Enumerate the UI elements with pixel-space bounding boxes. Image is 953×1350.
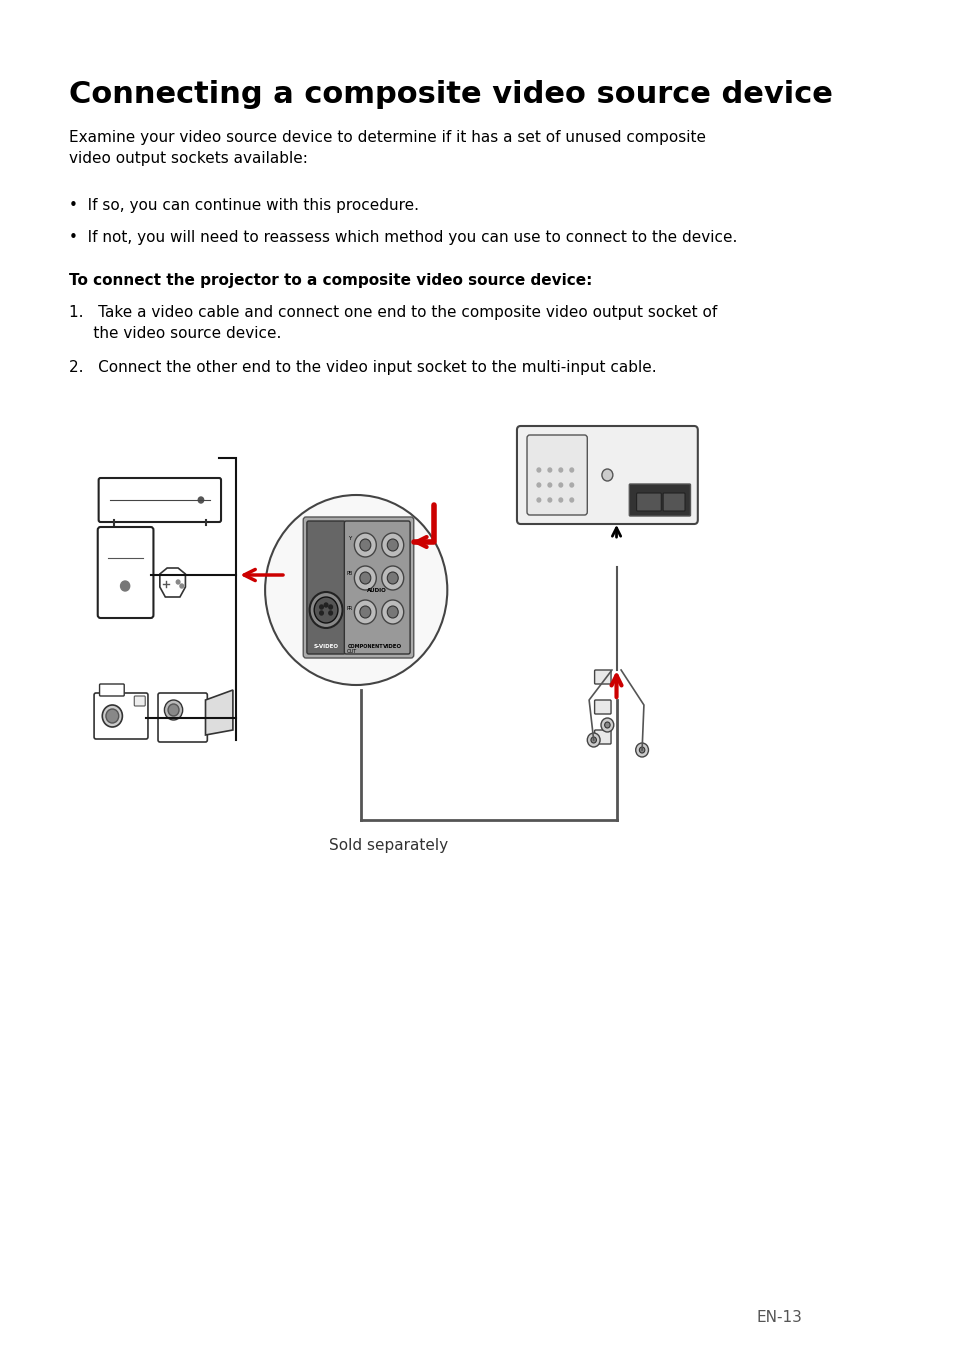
Circle shape <box>558 468 562 472</box>
Circle shape <box>319 612 323 616</box>
Circle shape <box>164 701 182 720</box>
Circle shape <box>569 498 573 502</box>
Text: AUDIO: AUDIO <box>367 587 387 593</box>
Text: Examine your video source device to determine if it has a set of unused composit: Examine your video source device to dete… <box>69 130 705 166</box>
Ellipse shape <box>265 495 447 684</box>
Text: EN-13: EN-13 <box>756 1310 801 1324</box>
Circle shape <box>569 468 573 472</box>
FancyBboxPatch shape <box>99 684 124 697</box>
Circle shape <box>590 737 596 742</box>
Circle shape <box>324 603 328 608</box>
Text: Sold separately: Sold separately <box>328 838 447 853</box>
Circle shape <box>329 605 332 609</box>
Circle shape <box>120 580 130 591</box>
Polygon shape <box>160 568 185 597</box>
Text: PR: PR <box>346 606 353 612</box>
Text: S-VIDEO: S-VIDEO <box>314 644 338 649</box>
Polygon shape <box>205 690 233 734</box>
Text: Y: Y <box>348 536 351 541</box>
Circle shape <box>587 733 599 747</box>
Text: VIDEO: VIDEO <box>383 644 402 649</box>
Circle shape <box>537 498 540 502</box>
Circle shape <box>537 468 540 472</box>
FancyBboxPatch shape <box>98 478 221 522</box>
Circle shape <box>168 703 179 716</box>
Circle shape <box>639 747 644 753</box>
FancyBboxPatch shape <box>344 521 410 653</box>
Circle shape <box>329 612 332 616</box>
Circle shape <box>547 483 551 487</box>
Circle shape <box>180 585 183 589</box>
Circle shape <box>359 572 371 585</box>
Circle shape <box>359 539 371 551</box>
FancyBboxPatch shape <box>307 521 345 653</box>
Text: 1.   Take a video cable and connect one end to the composite video output socket: 1. Take a video cable and connect one en… <box>69 305 716 342</box>
Circle shape <box>569 483 573 487</box>
Circle shape <box>547 468 551 472</box>
Text: PB: PB <box>346 571 353 576</box>
Text: Connecting a composite video source device: Connecting a composite video source devi… <box>69 80 832 109</box>
FancyBboxPatch shape <box>662 493 684 512</box>
FancyBboxPatch shape <box>303 517 414 657</box>
Circle shape <box>387 572 397 585</box>
Circle shape <box>547 498 551 502</box>
Circle shape <box>354 566 375 590</box>
Text: COMPONENT: COMPONENT <box>347 644 383 649</box>
Circle shape <box>359 606 371 618</box>
Text: To connect the projector to a composite video source device:: To connect the projector to a composite … <box>69 273 591 288</box>
FancyBboxPatch shape <box>629 485 690 516</box>
Circle shape <box>537 483 540 487</box>
Circle shape <box>314 597 337 622</box>
FancyBboxPatch shape <box>94 693 148 738</box>
FancyBboxPatch shape <box>134 697 145 706</box>
FancyBboxPatch shape <box>526 435 587 514</box>
FancyBboxPatch shape <box>158 693 207 743</box>
Text: •  If so, you can continue with this procedure.: • If so, you can continue with this proc… <box>69 198 418 213</box>
Circle shape <box>604 722 610 728</box>
Circle shape <box>354 599 375 624</box>
Circle shape <box>387 539 397 551</box>
Circle shape <box>102 705 122 728</box>
FancyBboxPatch shape <box>636 493 660 512</box>
FancyBboxPatch shape <box>97 526 153 618</box>
Circle shape <box>387 606 397 618</box>
Circle shape <box>381 533 403 558</box>
FancyBboxPatch shape <box>517 427 697 524</box>
FancyBboxPatch shape <box>594 701 611 714</box>
Circle shape <box>601 468 612 481</box>
Circle shape <box>381 566 403 590</box>
Circle shape <box>319 605 323 609</box>
Circle shape <box>198 497 204 504</box>
Text: •  If not, you will need to reassess which method you can use to connect to the : • If not, you will need to reassess whic… <box>69 230 736 244</box>
Circle shape <box>354 533 375 558</box>
FancyBboxPatch shape <box>594 730 611 744</box>
Circle shape <box>600 718 613 732</box>
Text: OUT: OUT <box>346 649 356 653</box>
Circle shape <box>558 483 562 487</box>
Circle shape <box>310 593 342 628</box>
Circle shape <box>558 498 562 502</box>
Circle shape <box>635 743 648 757</box>
Circle shape <box>381 599 403 624</box>
Circle shape <box>176 580 180 585</box>
Circle shape <box>106 709 118 724</box>
Text: 2.   Connect the other end to the video input socket to the multi-input cable.: 2. Connect the other end to the video in… <box>69 360 656 375</box>
FancyBboxPatch shape <box>594 670 611 684</box>
